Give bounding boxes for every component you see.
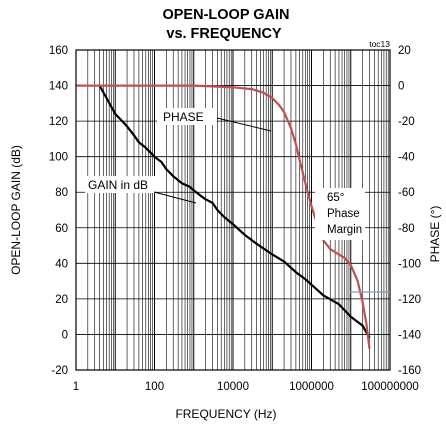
y-left-tick-label: 160 [49,45,68,57]
y-left-tick-label: 100 [49,152,68,164]
phase-margin-line-2: Phase [327,208,360,220]
x-tick-label: 1 [73,381,79,393]
phase-leader-line [217,118,271,131]
phase-annotation: PHASE [163,110,204,124]
figure-code: toc13 [369,39,390,49]
y-left-tick-label: 20 [55,294,68,306]
y-left-tick-label: -20 [51,365,68,377]
tick-labels: 1 100 10000 1000000 100000000 -20 0 20 40 60 80 100… [49,45,421,393]
x-tick-label: 1000000 [289,381,334,393]
y-axis-label-right: PHASE (°) [428,206,442,263]
chart-title: OPEN-LOOP GAIN [162,7,289,23]
x-tick-label: 10000 [217,381,249,393]
y-right-tick-label: -100 [398,258,421,270]
y-left-tick-label: 60 [55,223,68,235]
y-left-tick-label: 140 [49,81,68,93]
y-right-tick-label: -80 [398,223,415,235]
y-right-tick-label: -160 [398,365,421,377]
gain-annotation: GAIN in dB [88,178,148,192]
x-tick-label: 100 [145,381,164,393]
y-right-tick-label: -140 [398,329,421,341]
y-right-tick-label: -60 [398,187,415,199]
x-tick-label: 100000000 [361,381,419,393]
y-left-tick-label: 40 [55,258,68,270]
y-left-tick-label: 120 [49,116,68,128]
phase-margin-line-1: 65° [327,192,344,204]
x-axis-label: FREQUENCY (Hz) [175,407,276,421]
y-right-tick-label: 20 [398,45,411,57]
y-right-tick-label: 0 [398,81,404,93]
y-left-tick-label: 0 [62,329,68,341]
y-axis-label-left: OPEN-LOOP GAIN (dB) [9,145,23,275]
y-right-tick-label: -40 [398,152,415,164]
y-right-tick-label: -120 [398,294,421,306]
phase-margin-line-3: Margin [327,224,362,236]
y-left-tick-label: 80 [55,187,68,199]
chart-subtitle: vs. FREQUENCY [166,26,282,42]
y-right-tick-label: -20 [398,116,415,128]
